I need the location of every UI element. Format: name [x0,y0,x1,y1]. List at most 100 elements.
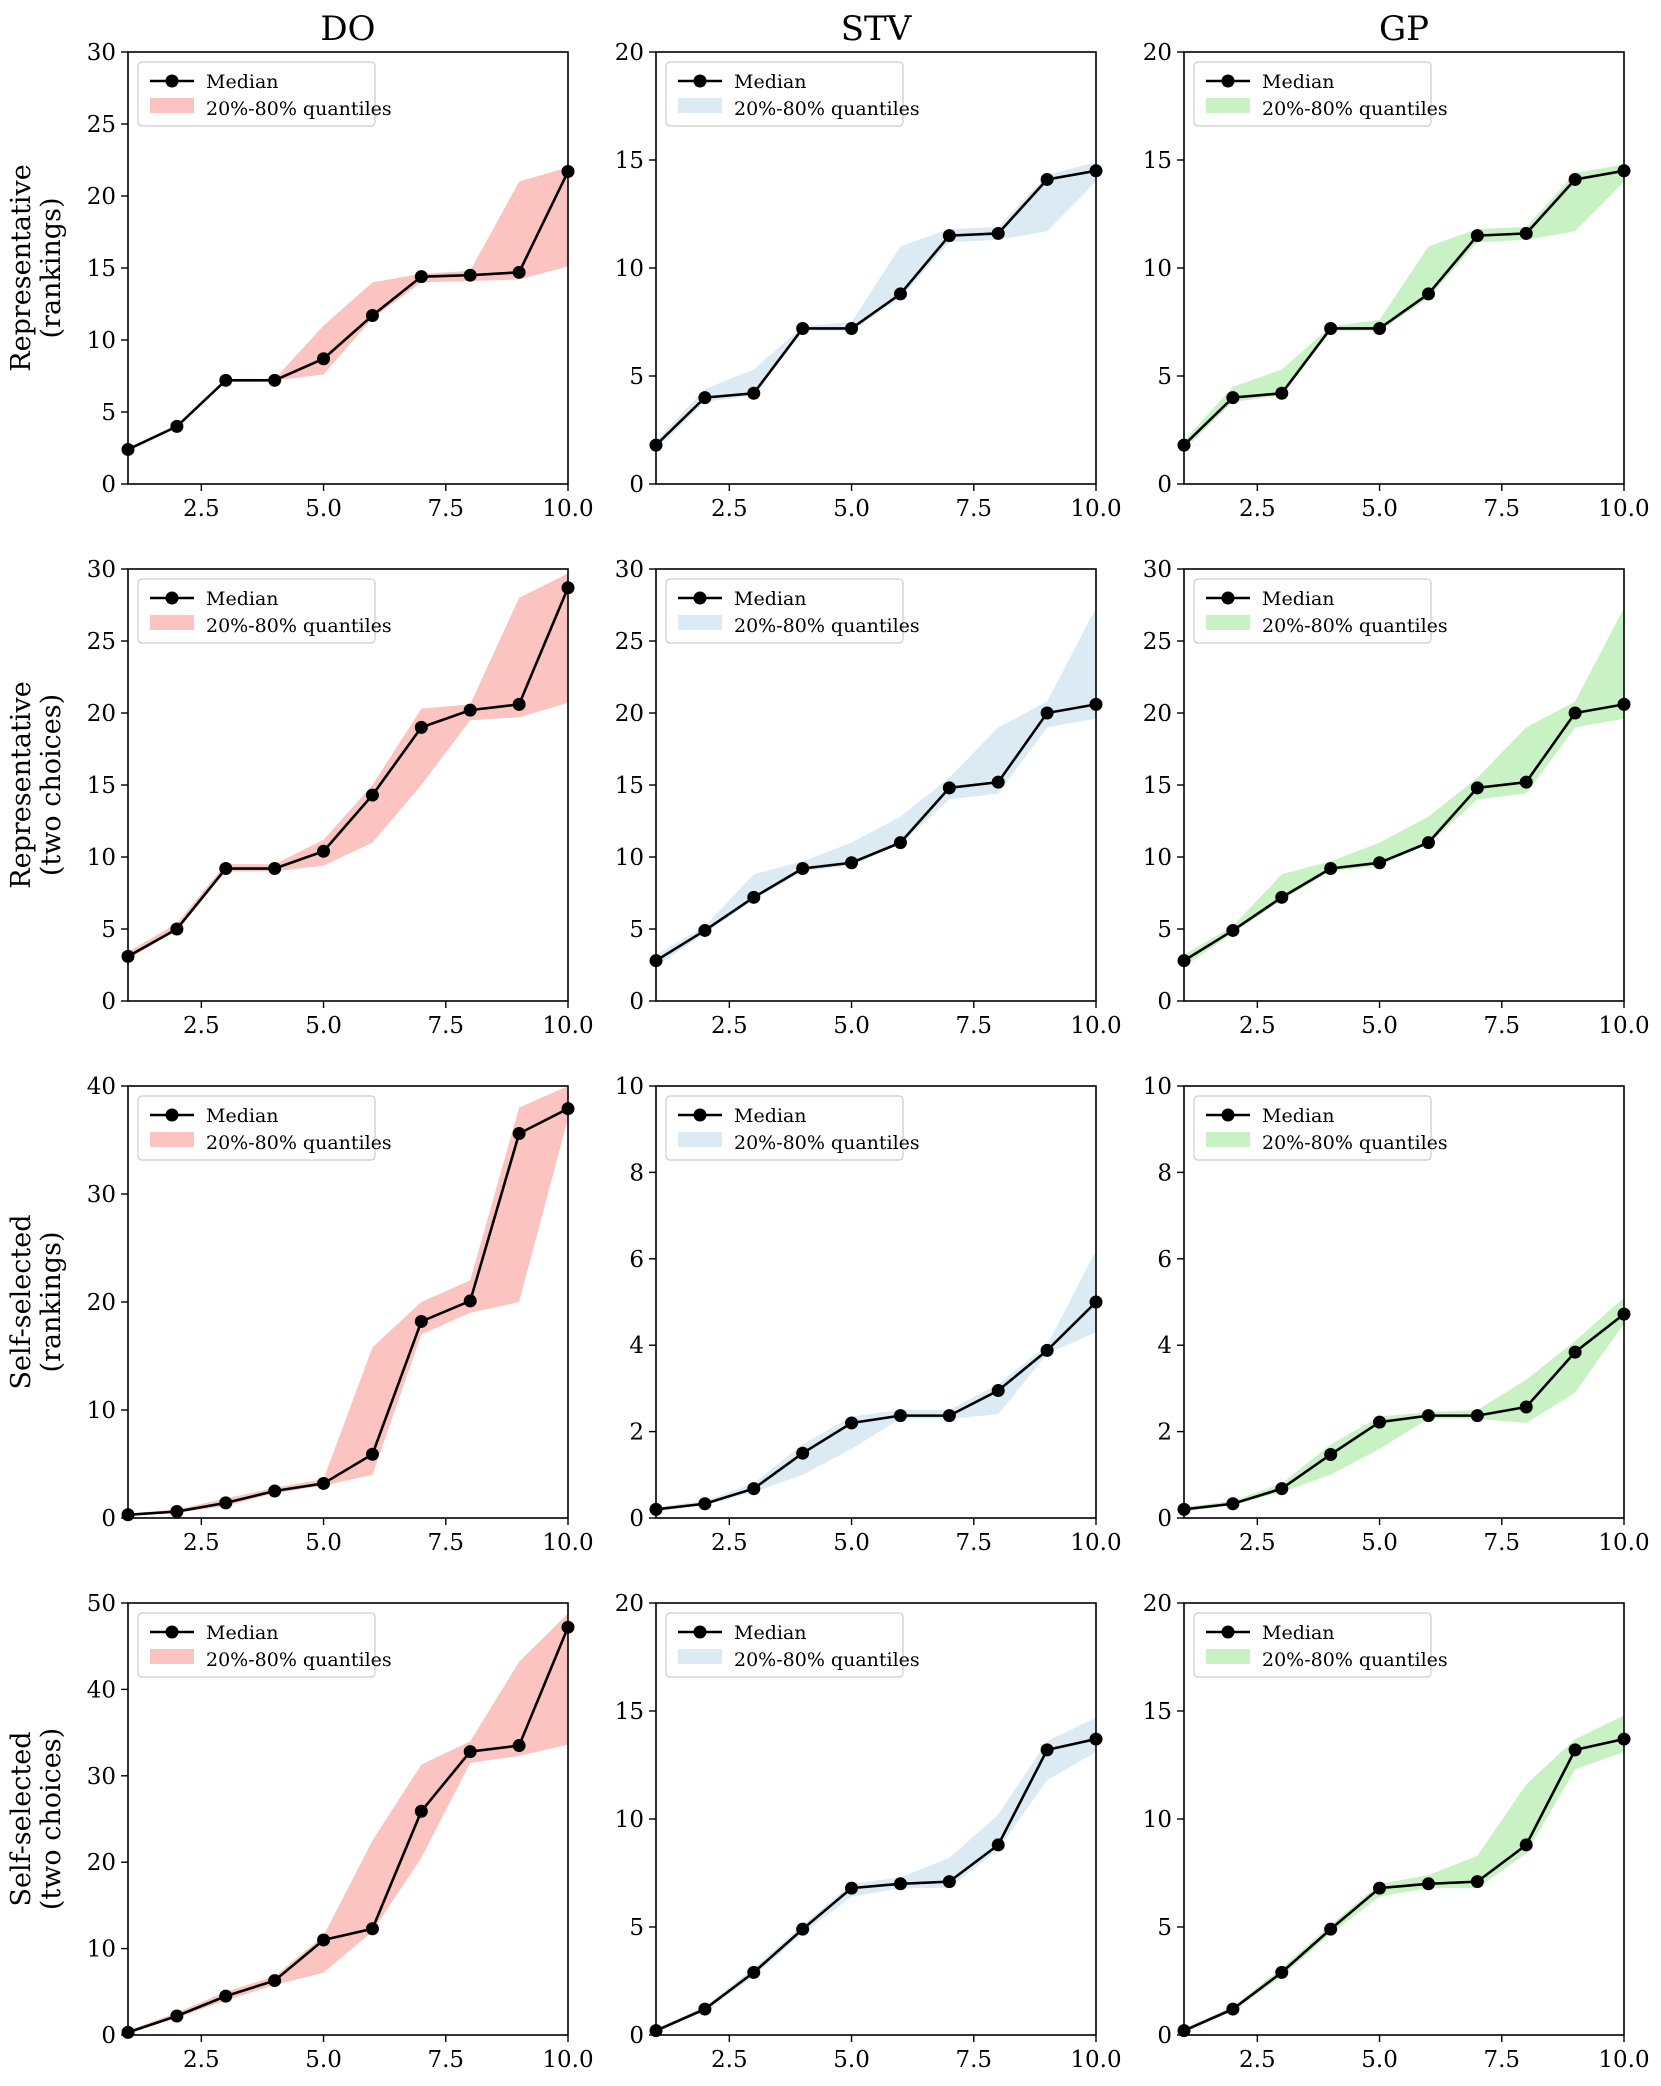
row-label-line-1: Self-selected [6,1732,37,1907]
legend-box [665,578,904,644]
x-tick-label: 10.0 [542,496,593,522]
legend-median-marker [165,591,179,605]
legend-band-swatch [150,1649,194,1664]
x-tick-label: 5.0 [305,1530,342,1556]
x-tick-label: 10.0 [1070,496,1121,522]
median-point [512,697,526,711]
legend-box [137,578,376,644]
y-tick-label: 25 [615,629,644,655]
median-point [414,720,428,734]
y-tick-label: 15 [1143,1699,1172,1725]
y-tick-label: 0 [101,2023,116,2049]
x-tick-label: 5.0 [1361,2047,1398,2073]
x-tick-label: 10.0 [1598,2047,1649,2073]
y-tick-label: 20 [87,701,116,727]
y-tick-label: 30 [87,40,116,66]
quantile-band [1184,1297,1624,1512]
legend-band-swatch [1206,615,1250,630]
median-point [1519,1400,1533,1414]
y-tick-label: 15 [87,773,116,799]
x-tick-label: 5.0 [833,2047,870,2073]
median-point [1373,1415,1387,1429]
median-point [1470,1875,1484,1889]
median-point [796,1922,810,1936]
y-tick-label: 40 [87,1677,116,1703]
legend-band-swatch [150,615,194,630]
row-label-line-2: (rankings) [36,1232,67,1373]
x-tick-label: 7.5 [955,1013,992,1039]
legend-box [137,1095,376,1161]
y-tick-label: 15 [615,773,644,799]
median-point [317,352,331,366]
column-title-gp: GP [1379,9,1429,49]
y-tick-label: 15 [615,1699,644,1725]
column-title-do: DO [320,9,375,49]
y-tick-label: 6 [1157,1247,1172,1273]
legend-band-label: 20%-80% quantiles [734,98,920,120]
row-label-0: Representative (rankings) [6,164,67,371]
median-point [1275,1482,1289,1496]
y-tick-label: 10 [1143,1074,1172,1100]
quantile-band [1184,607,1624,967]
x-tick-label: 7.5 [427,1013,464,1039]
median-point [463,1294,477,1308]
x-tick-label: 7.5 [1483,496,1520,522]
y-tick-label: 30 [615,557,644,583]
median-line [656,1737,1096,2032]
y-tick-label: 0 [101,472,116,498]
median-line [128,170,568,451]
y-tick-label: 30 [87,1764,116,1790]
x-tick-label: 10.0 [1598,1530,1649,1556]
legend-box [665,1095,904,1161]
legend-band-swatch [150,1132,194,1147]
median-line [128,1107,568,1517]
median-line [1184,169,1624,447]
y-tick-label: 20 [87,1290,116,1316]
row-label-line-1: Self-selected [6,1215,37,1390]
legend-box [1193,1095,1432,1161]
y-tick-label: 10 [1143,256,1172,282]
quantile-band [128,1613,568,2034]
x-tick-label: 2.5 [183,496,220,522]
median-line [656,169,1096,447]
x-tick-label: 7.5 [427,496,464,522]
x-tick-label: 7.5 [427,2047,464,2073]
legend-band-label: 20%-80% quantiles [206,98,392,120]
row-label-line-2: (rankings) [36,198,67,339]
legend-box [665,61,904,127]
y-tick-label: 20 [615,701,644,727]
median-point [317,1476,331,1490]
median-point [365,1447,379,1461]
y-tick-label: 0 [629,472,644,498]
legend-band-label: 20%-80% quantiles [734,615,920,637]
x-tick-label: 2.5 [711,1530,748,1556]
legend-band-label: 20%-80% quantiles [206,1649,392,1671]
y-tick-label: 5 [1157,917,1172,943]
median-point [1470,1409,1484,1423]
legend-median-marker [693,591,707,605]
median-point [268,373,282,387]
legend-band-swatch [150,98,194,113]
median-point [991,1838,1005,1852]
legend-box [1193,578,1432,644]
y-tick-label: 10 [87,328,116,354]
y-tick-label: 20 [615,1591,644,1617]
y-tick-label: 10 [615,1807,644,1833]
axes-frame [127,1602,569,2036]
legend-box [665,1612,904,1678]
x-tick-label: 7.5 [1483,1013,1520,1039]
y-tick-label: 8 [1157,1160,1172,1186]
median-line [1184,1737,1624,2032]
median-point [991,775,1005,789]
median-point [170,1505,184,1519]
median-point [893,287,907,301]
legend-box [137,61,376,127]
panel-do-row-1: 2.5 5.0 7.5 10.0 0 5 10 15 20 25 30 Median 20%-80% q… [87,40,594,522]
median-point [1568,706,1582,720]
median-line [1184,1313,1624,1511]
median-point [1324,321,1338,335]
y-tick-label: 15 [1143,773,1172,799]
y-tick-label: 25 [1143,629,1172,655]
y-tick-label: 20 [615,40,644,66]
legend-median-marker [693,1108,707,1122]
